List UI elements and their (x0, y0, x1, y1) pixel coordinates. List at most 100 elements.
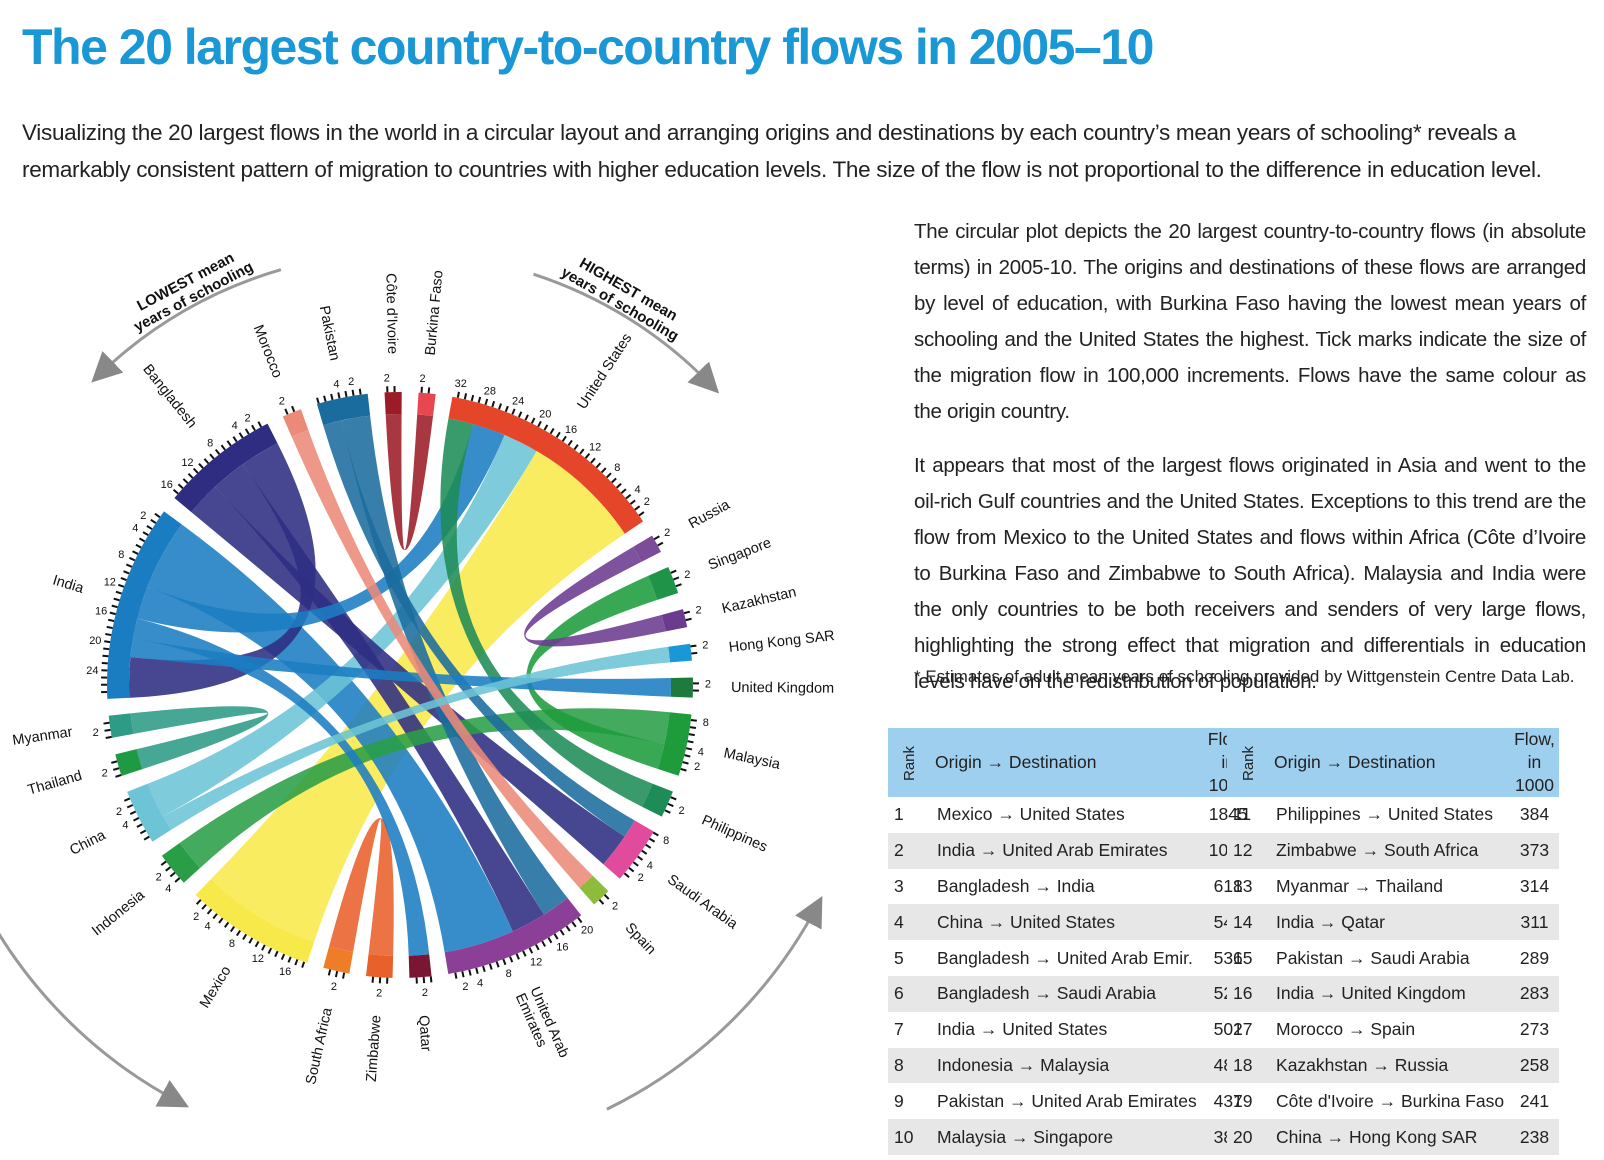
country-label-saudi-arabia: Saudi Arabia (664, 871, 741, 933)
od-cell: Indonesia → Malaysia (937, 1054, 1110, 1075)
tick-label: 12 (181, 457, 193, 469)
tick (427, 387, 431, 394)
table-row: 20 China → Hong Kong SAR 238 (1227, 1119, 1559, 1155)
country-label-spain: Spain (622, 920, 659, 958)
tick-label: 2 (331, 981, 337, 993)
tick-label: 2 (156, 871, 162, 883)
tick (553, 933, 559, 940)
tick-label: 2 (376, 987, 382, 999)
tick-label: 2 (244, 412, 250, 424)
tick (689, 726, 697, 729)
tick (115, 590, 122, 595)
tick (573, 444, 579, 451)
tick (224, 921, 230, 928)
country-label-line: Bangladesh (139, 361, 199, 431)
tick (242, 933, 248, 940)
od-header: Origin → Destination (1274, 752, 1436, 772)
tick (177, 483, 184, 490)
tick (498, 403, 502, 410)
tick-label: 8 (229, 938, 235, 950)
tick (203, 458, 210, 465)
tick (143, 835, 150, 841)
tick (138, 537, 146, 543)
table-row: 12 Zimbabwe → South Africa 373 (1227, 832, 1559, 869)
tick (590, 457, 596, 464)
tick (248, 937, 254, 944)
table-row: 15 Pakistan → Saudi Arabia 289 (1227, 940, 1559, 976)
tick (220, 444, 226, 451)
flow-cell: 527 (1213, 983, 1243, 1004)
flow-cell: 437 (1213, 1090, 1243, 1111)
flow-pakistan-to-united-arab-emirates (341, 415, 568, 915)
tick (103, 721, 110, 725)
od-cell: India → United States (937, 1019, 1108, 1040)
tick (685, 747, 693, 751)
tick (571, 921, 577, 928)
country-label-line: Kazakhstan (720, 584, 797, 617)
tick (664, 809, 671, 814)
od-cell: Pakistan → United Arab Emirates (937, 1090, 1197, 1111)
arc-china (127, 783, 172, 842)
tick (267, 947, 273, 954)
rank-cell: 4 (894, 911, 904, 932)
table-row: 14 India → Qatar 311 (1227, 904, 1559, 941)
tick (623, 872, 630, 878)
flow-cell: 389 (1213, 1126, 1243, 1147)
flow-malaysia-to-singapore (526, 575, 665, 769)
od-cell: China → Hong Kong SAR (1276, 1126, 1478, 1147)
od-cell: Philippines → United States (1276, 804, 1493, 825)
tick (195, 899, 202, 905)
description-paragraph-1: The circular plot depicts the 20 largest… (914, 220, 1586, 423)
tick (104, 728, 111, 732)
rank-cell: 2 (894, 840, 904, 861)
rank-cell: 11 (1233, 804, 1252, 825)
tick (187, 472, 194, 479)
arc-cote-d-ivoire (384, 392, 402, 415)
tick (690, 644, 697, 648)
tick-label: 2 (116, 806, 122, 818)
tick-label: 2 (422, 987, 428, 999)
tick (323, 395, 327, 402)
tick (468, 969, 472, 976)
country-label-russia: Russia (686, 496, 733, 532)
tick-label: 20 (581, 925, 593, 937)
tick-label: 2 (638, 872, 644, 884)
rank-cell: 3 (894, 875, 904, 896)
country-label-line: India (51, 572, 87, 597)
tick (342, 972, 346, 979)
arc-thailand (115, 749, 143, 776)
flow-cell: 489 (1213, 1054, 1243, 1075)
flow-cell: 1083 (1208, 840, 1248, 861)
country-label-line: Mexico (197, 963, 235, 1011)
rank-cell: 12 (1233, 840, 1253, 861)
rank-cell: 14 (1233, 911, 1253, 932)
lowest-annotation: LOWEST meanyears of schooling (123, 243, 256, 335)
table-row: 18 Kazakhstan → Russia 258 (1227, 1047, 1559, 1084)
tick (522, 950, 527, 957)
od-cell: Bangladesh → United Arab Emir. (937, 947, 1193, 968)
flow-india-to-qatar (133, 618, 430, 956)
tick (502, 958, 507, 966)
flow-bangladesh-to-india (129, 443, 316, 698)
flow-cote-d-ivoire-to-burkina-faso (385, 414, 434, 551)
od-cell: Myanmar → Thailand (1276, 875, 1443, 896)
tick (107, 618, 115, 623)
tick-label: 2 (644, 496, 650, 508)
tick (174, 877, 181, 883)
tick (287, 956, 292, 963)
tick (146, 525, 153, 530)
country-label-line: Myanmar (11, 724, 73, 748)
flows-table-right: Rank Origin → Destination Flow, in 1000 1… (1227, 728, 1559, 1155)
tick-label: 2 (684, 569, 690, 581)
rank-cell: 20 (1233, 1126, 1253, 1147)
tick (142, 531, 149, 537)
tick (136, 823, 143, 828)
flow-cell: 536 (1213, 947, 1243, 968)
tick (595, 462, 602, 469)
tick (482, 965, 486, 973)
tick (638, 511, 645, 517)
tick-label: 2 (102, 767, 108, 779)
tick (683, 610, 691, 615)
tick (632, 861, 639, 867)
tick (657, 541, 664, 547)
